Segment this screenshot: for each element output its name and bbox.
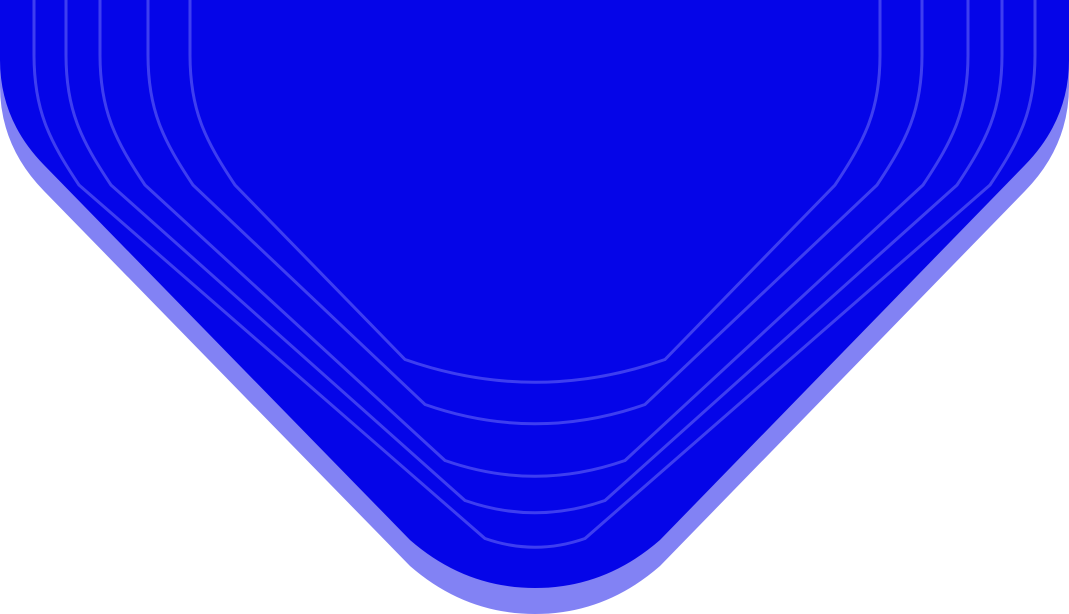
ring-line — [146, 0, 924, 426]
shape-body — [0, 0, 1069, 588]
ring-line — [32, 0, 1037, 549]
ring-line — [64, 0, 1004, 515]
ring-group — [32, 0, 1037, 549]
ring-line — [98, 0, 970, 478]
ring-line — [188, 0, 882, 384]
